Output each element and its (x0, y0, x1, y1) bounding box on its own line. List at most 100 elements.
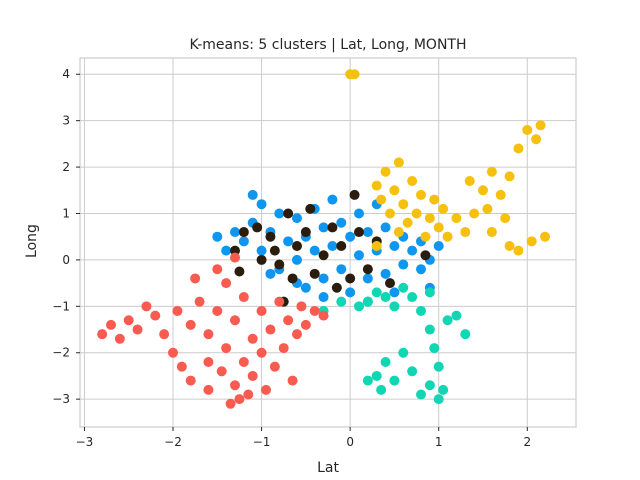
data-point (438, 384, 449, 395)
data-point (486, 227, 497, 238)
data-point (331, 282, 342, 293)
y-tick-label: −3 (52, 392, 70, 406)
data-point (380, 222, 391, 233)
data-point (106, 319, 116, 330)
x-tick-label: 1 (435, 435, 443, 449)
data-point (424, 324, 435, 335)
data-point (190, 273, 201, 284)
data-point (278, 343, 289, 354)
data-point (398, 259, 409, 270)
data-point (385, 208, 395, 219)
data-point (416, 389, 426, 400)
data-point (287, 375, 298, 386)
data-point (464, 176, 475, 186)
data-point (123, 315, 134, 326)
data-point (380, 292, 391, 303)
data-point (478, 185, 488, 196)
data-point (221, 343, 232, 354)
data-point (349, 69, 360, 80)
data-point (247, 370, 258, 381)
data-point (389, 301, 400, 312)
data-point (230, 315, 240, 326)
data-point (212, 264, 223, 275)
data-point (540, 231, 550, 242)
data-point (531, 134, 542, 145)
data-point (216, 366, 227, 377)
data-point (327, 240, 338, 251)
data-point (389, 240, 400, 251)
data-point (389, 287, 400, 298)
data-point (402, 217, 413, 228)
x-tick-label: 2 (523, 435, 531, 449)
data-point (172, 305, 183, 316)
data-point (380, 357, 391, 368)
data-point (141, 301, 152, 312)
data-point (300, 227, 311, 238)
data-point (318, 273, 329, 284)
data-point (433, 222, 444, 233)
data-point (185, 375, 196, 386)
x-tick-label: −1 (253, 435, 271, 449)
data-point (513, 245, 524, 256)
data-point (256, 245, 267, 256)
data-point (354, 227, 364, 238)
data-point (203, 329, 214, 340)
data-point (495, 189, 506, 200)
cluster-0-points (212, 189, 444, 307)
data-point (345, 273, 356, 284)
y-tick-label: −1 (52, 299, 70, 313)
data-point (385, 278, 395, 289)
data-point (416, 189, 426, 200)
data-point (451, 213, 462, 224)
data-point (416, 264, 426, 275)
data-point (371, 180, 382, 191)
data-point (362, 273, 373, 284)
data-point (283, 315, 294, 326)
data-point (234, 394, 245, 405)
data-point (420, 231, 431, 242)
data-point (393, 227, 404, 238)
data-point (398, 282, 409, 293)
data-point (185, 319, 196, 330)
data-point (256, 347, 267, 358)
data-point (176, 361, 187, 372)
scatter-points (97, 69, 550, 409)
x-axis-label: Lat (317, 460, 339, 476)
data-point (230, 227, 240, 238)
plot-frame (79, 57, 577, 428)
data-point (336, 217, 347, 228)
data-point (274, 296, 285, 307)
axis-ticks: −3 −2 −1 0 1 2 −3 −2 −1 0 1 2 3 4 (52, 67, 531, 449)
data-point (438, 203, 449, 214)
data-point (309, 245, 320, 256)
y-tick-label: 2 (62, 160, 70, 174)
grid-lines (80, 58, 576, 427)
data-point (336, 240, 347, 251)
data-point (389, 185, 400, 196)
data-point (292, 254, 302, 265)
data-point (376, 384, 387, 395)
data-point (336, 264, 347, 275)
data-point (269, 361, 280, 372)
data-point (274, 208, 285, 219)
y-tick-label: 3 (62, 114, 70, 128)
data-point (486, 166, 497, 177)
data-point (318, 222, 329, 233)
y-tick-label: 1 (62, 206, 70, 220)
data-point (393, 157, 404, 168)
data-point (327, 194, 338, 205)
data-point (420, 250, 431, 261)
data-point (212, 305, 223, 316)
data-point (371, 370, 382, 381)
data-point (238, 357, 249, 368)
data-point (168, 347, 178, 358)
data-point (469, 208, 480, 219)
data-point (247, 333, 258, 344)
data-point (230, 252, 240, 263)
data-point (283, 236, 294, 247)
data-point (398, 199, 409, 210)
data-point (256, 305, 267, 316)
data-point (238, 292, 249, 303)
chart-title: K-means: 5 clusters | Lat, Long, MONTH (189, 37, 466, 53)
